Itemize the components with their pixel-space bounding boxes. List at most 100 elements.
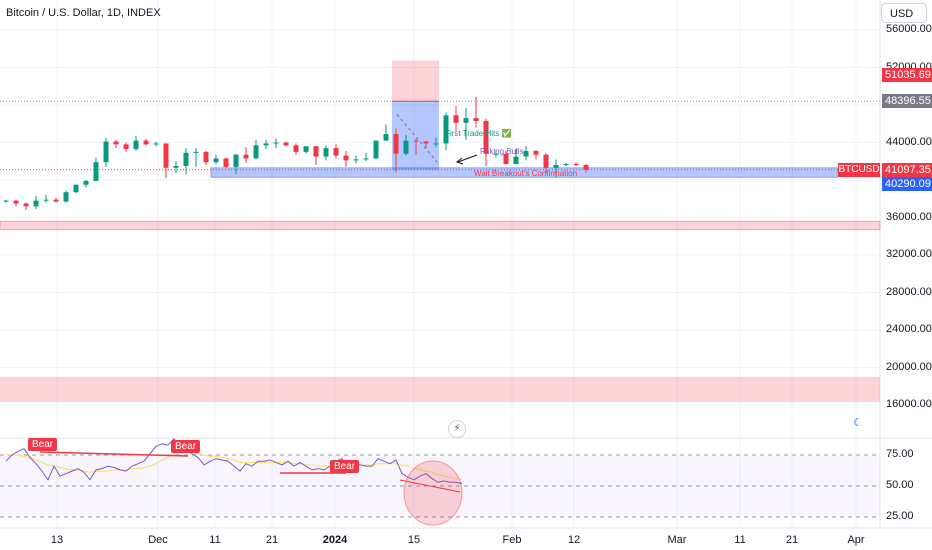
y-tick-label: 28000.00 [886,285,932,298]
candle-body [503,153,509,165]
candle-body [413,140,419,142]
support-label: 40290.09 [882,177,932,191]
candle-body [573,164,579,166]
candle-body [353,159,359,161]
first-trade-annotation: First Trade Hits ✅ [445,129,512,138]
candle-body [173,165,179,168]
candle-body [263,143,269,146]
candle-body [43,199,49,201]
x-tick-label: 13 [50,534,64,546]
candle-body [383,134,389,141]
bear-label-2: Bear [171,440,201,453]
wait-annotation: Wait Breakout's Confirmation [474,169,578,178]
candle-body [373,140,379,159]
candle-body [283,142,289,146]
trade-box [392,101,439,170]
candle-body [113,141,119,145]
rsi-tick-label: 25.00 [886,510,914,522]
candle-body [363,158,369,160]
y-tick-label: 32000.00 [886,248,932,260]
target-box [392,60,439,102]
candle-body [63,192,69,202]
y-tick-label: 44000.00 [886,135,932,148]
x-tick-label: 11 [209,534,221,546]
x-tick-label: Feb [502,534,522,546]
candle-body [93,162,99,181]
candle-body [163,143,169,168]
rsi-highlight-circle [403,460,463,526]
rsi-tick-label: 75.00 [886,448,914,460]
rsi-line [5,438,463,485]
supply-zone [0,220,881,231]
bear-label-1: Bear [28,438,58,451]
candle-body [583,165,589,170]
y-tick-label: 36000.00 [886,210,932,223]
candle-body [53,199,59,202]
candle-body [343,155,349,161]
candle-body [123,144,129,150]
divergence-line-1 [39,451,189,457]
divergence-line-3 [399,479,461,493]
candle-body [393,134,399,154]
candle-body [433,143,439,145]
x-tick-label: Dec [148,534,168,546]
candle-body [183,152,189,166]
arrow-head [455,157,464,165]
chart-title: Bitcoin / U.S. Dollar, 1D, INDEX [6,7,161,19]
candle-body [563,164,569,166]
x-tick-label: 2024 [322,534,348,546]
candle-body [323,148,329,157]
bear-label-3: Bear [330,460,360,473]
candle-body [313,146,319,157]
x-tick-label: 12 [567,534,581,546]
candle-body [463,118,469,123]
lightning-icon[interactable]: ⚡ [448,420,466,438]
candle-body [83,180,89,185]
y-tick-label: 24000.00 [886,323,932,335]
candle-body [23,203,29,207]
candle-body [443,115,449,144]
candle-body [533,150,539,155]
rsi-band [0,455,880,517]
candle-body [403,140,409,154]
candle-body [193,151,199,153]
lower-zone [0,376,880,403]
x-tick-label: 21 [785,534,799,546]
symbol-tag: BTCUSD [838,163,880,177]
candle-body [143,140,149,145]
candle-body [203,151,209,163]
x-tick-label: 21 [265,534,279,546]
candle-body [553,165,559,168]
candle-body [233,154,239,167]
currency-button[interactable]: USD [881,3,927,23]
x-tick-label: 15 [407,534,421,546]
candle-body [13,200,19,204]
faking-bulls-annotation: Faking Bulls [480,147,524,156]
candle-body [133,140,139,150]
y-tick-label: 16000.00 [886,398,932,410]
candle-body [333,148,339,156]
candle-body [253,145,259,159]
x-tick-label: Apr [847,534,865,546]
candle-body [523,150,529,157]
x-tick-label: Mar [667,534,687,546]
candle-body [473,118,479,121]
y-tick-label: 20000.00 [886,360,932,373]
candle-body [423,141,429,144]
candle-body [213,158,219,163]
candle-body [103,141,109,163]
x-tick-label: 11 [734,534,746,546]
candle-body [513,156,519,165]
moon-icon[interactable]: ☾ [853,417,863,429]
resistance-line-label: 48396.55 [882,94,932,108]
candle-body [243,154,249,159]
candle-body [33,200,39,207]
candle-body [293,145,299,152]
candle-body [273,142,279,144]
current-price-label: 41097.35 [882,163,932,177]
candle-body [453,115,459,123]
candle-body [153,143,159,145]
rsi-tick-label: 50.00 [886,479,914,491]
